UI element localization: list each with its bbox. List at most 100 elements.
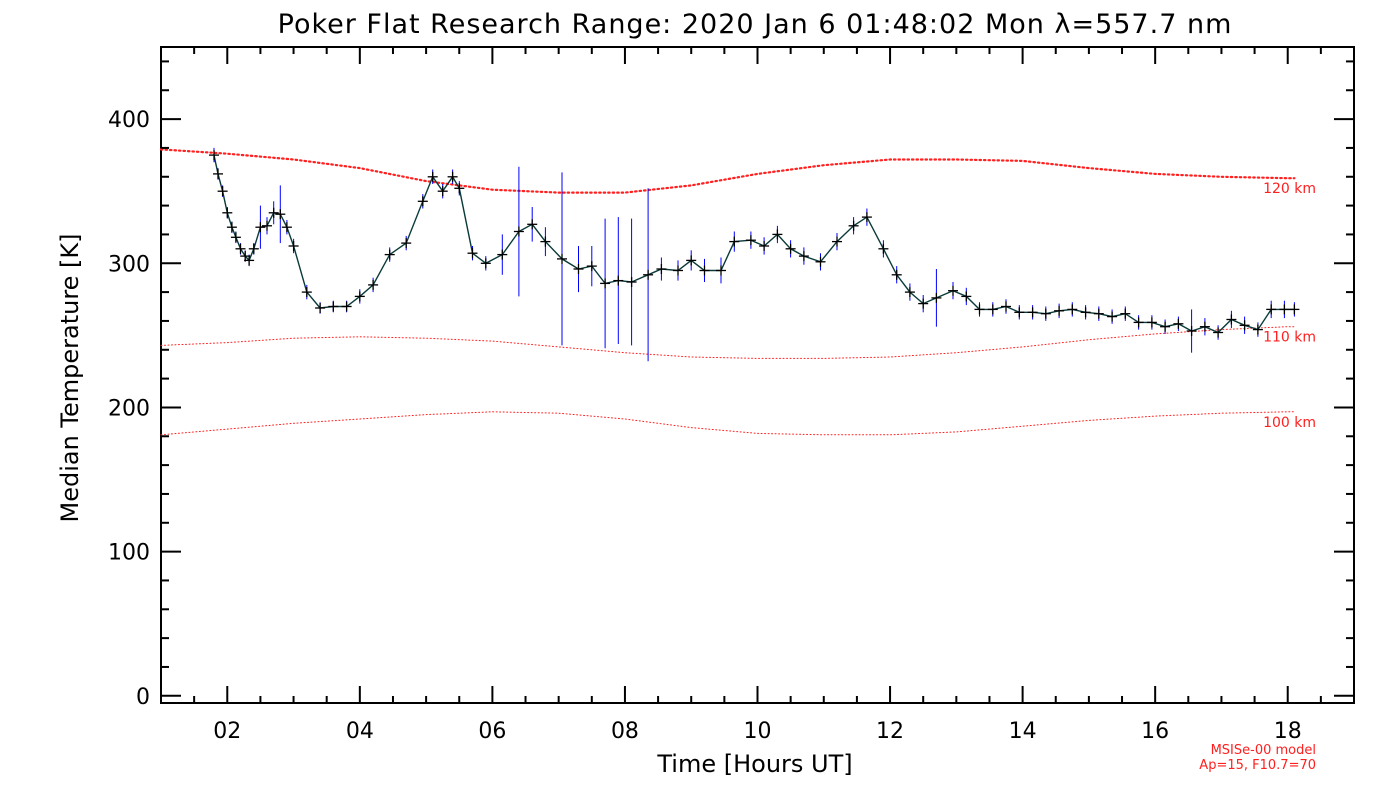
data-point [772,229,783,240]
data-point [1289,304,1300,315]
x-tick-label: 02 [213,719,241,744]
model-curve-label: 100 km [1263,415,1316,431]
data-point [244,255,255,266]
data-point [513,226,524,237]
data-point [454,183,465,194]
data-point [832,236,842,247]
data-point [878,243,889,254]
data-point [341,301,352,312]
x-tick-label: 04 [346,719,374,744]
y-tick-label: 300 [108,252,150,277]
data-point [328,301,339,312]
data-point [1107,311,1118,322]
data-point [275,209,286,220]
data-point [540,236,551,247]
data-point [987,304,998,315]
data-point [686,255,697,266]
data-point [1252,324,1263,335]
data-point [848,220,859,231]
data-point [918,298,929,309]
data-point [301,287,312,298]
data-point [904,287,915,298]
data-point [1054,305,1065,316]
y-tick-label: 100 [108,541,150,566]
data-point [600,278,611,289]
data-point [815,256,826,267]
data-point [798,251,809,262]
model-note: MSISe-00 model [1211,743,1316,758]
data-point [1226,314,1237,325]
data-point [1027,307,1038,318]
data-point [217,186,228,197]
model-curve-label: 110 km [1263,330,1316,346]
x-tick-label: 06 [478,719,506,744]
data-point [248,243,259,254]
data-point [368,279,379,290]
data-point [354,291,365,302]
y-tick-label: 400 [108,108,150,133]
data-point [1067,304,1078,315]
model-curve-label: 120 km [1263,181,1316,197]
data-point [1093,308,1104,319]
data-point [931,292,942,303]
model-curves: 120 km 110 km 100 km [159,148,1316,436]
data-point [1080,307,1091,318]
data-point [861,212,872,223]
data-point [656,264,667,274]
data-point [974,304,985,315]
data-point [288,241,299,251]
data-series [209,150,1300,338]
data-point [961,291,972,302]
data-point [1001,301,1011,312]
data-point [1146,317,1157,328]
data-point [255,222,266,233]
data-point [268,207,279,218]
model-curve [160,326,1295,359]
data-point [626,277,637,287]
data-point [230,232,241,243]
data-point [1213,327,1224,338]
data-point [447,171,458,182]
data-point [729,236,740,247]
data-point [401,238,412,249]
data-point [213,168,223,179]
model-curve [159,148,1296,194]
tick-labels: 02 04 06 08 10 12 14 16 18 0 100 200 300 400 [108,108,1302,744]
data-point [222,207,233,218]
x-tick-label: 16 [1141,719,1169,744]
data-point [527,219,538,230]
data-point [427,171,438,182]
data-point [573,264,584,274]
data-point [437,186,448,197]
data-point [384,249,395,260]
y-axis-label: Median Temperature [K] [56,233,84,522]
x-tick-label: 14 [1009,719,1037,744]
data-point [673,265,683,276]
data-point [480,258,491,269]
x-tick-label: 18 [1274,719,1302,744]
data-point [1133,317,1144,328]
axis-ticks [161,47,1354,703]
model-curve [160,411,1295,436]
x-tick-label: 10 [744,719,772,744]
data-point [785,243,796,254]
data-point [613,275,624,286]
x-axis-label: Time [Hours UT] [656,750,852,778]
data-point [497,249,508,260]
x-tick-label: 08 [611,719,639,744]
data-point [716,265,726,276]
data-point [643,269,654,280]
data-point [1279,304,1290,315]
data-point [1186,326,1197,336]
data-point [891,269,902,280]
data-point [557,253,567,264]
data-point [281,222,292,233]
data-point [1160,321,1171,332]
data-point [1014,307,1025,318]
data-point [226,222,237,233]
data-point [759,241,770,251]
data-point [262,220,272,231]
data-point [1239,320,1250,331]
